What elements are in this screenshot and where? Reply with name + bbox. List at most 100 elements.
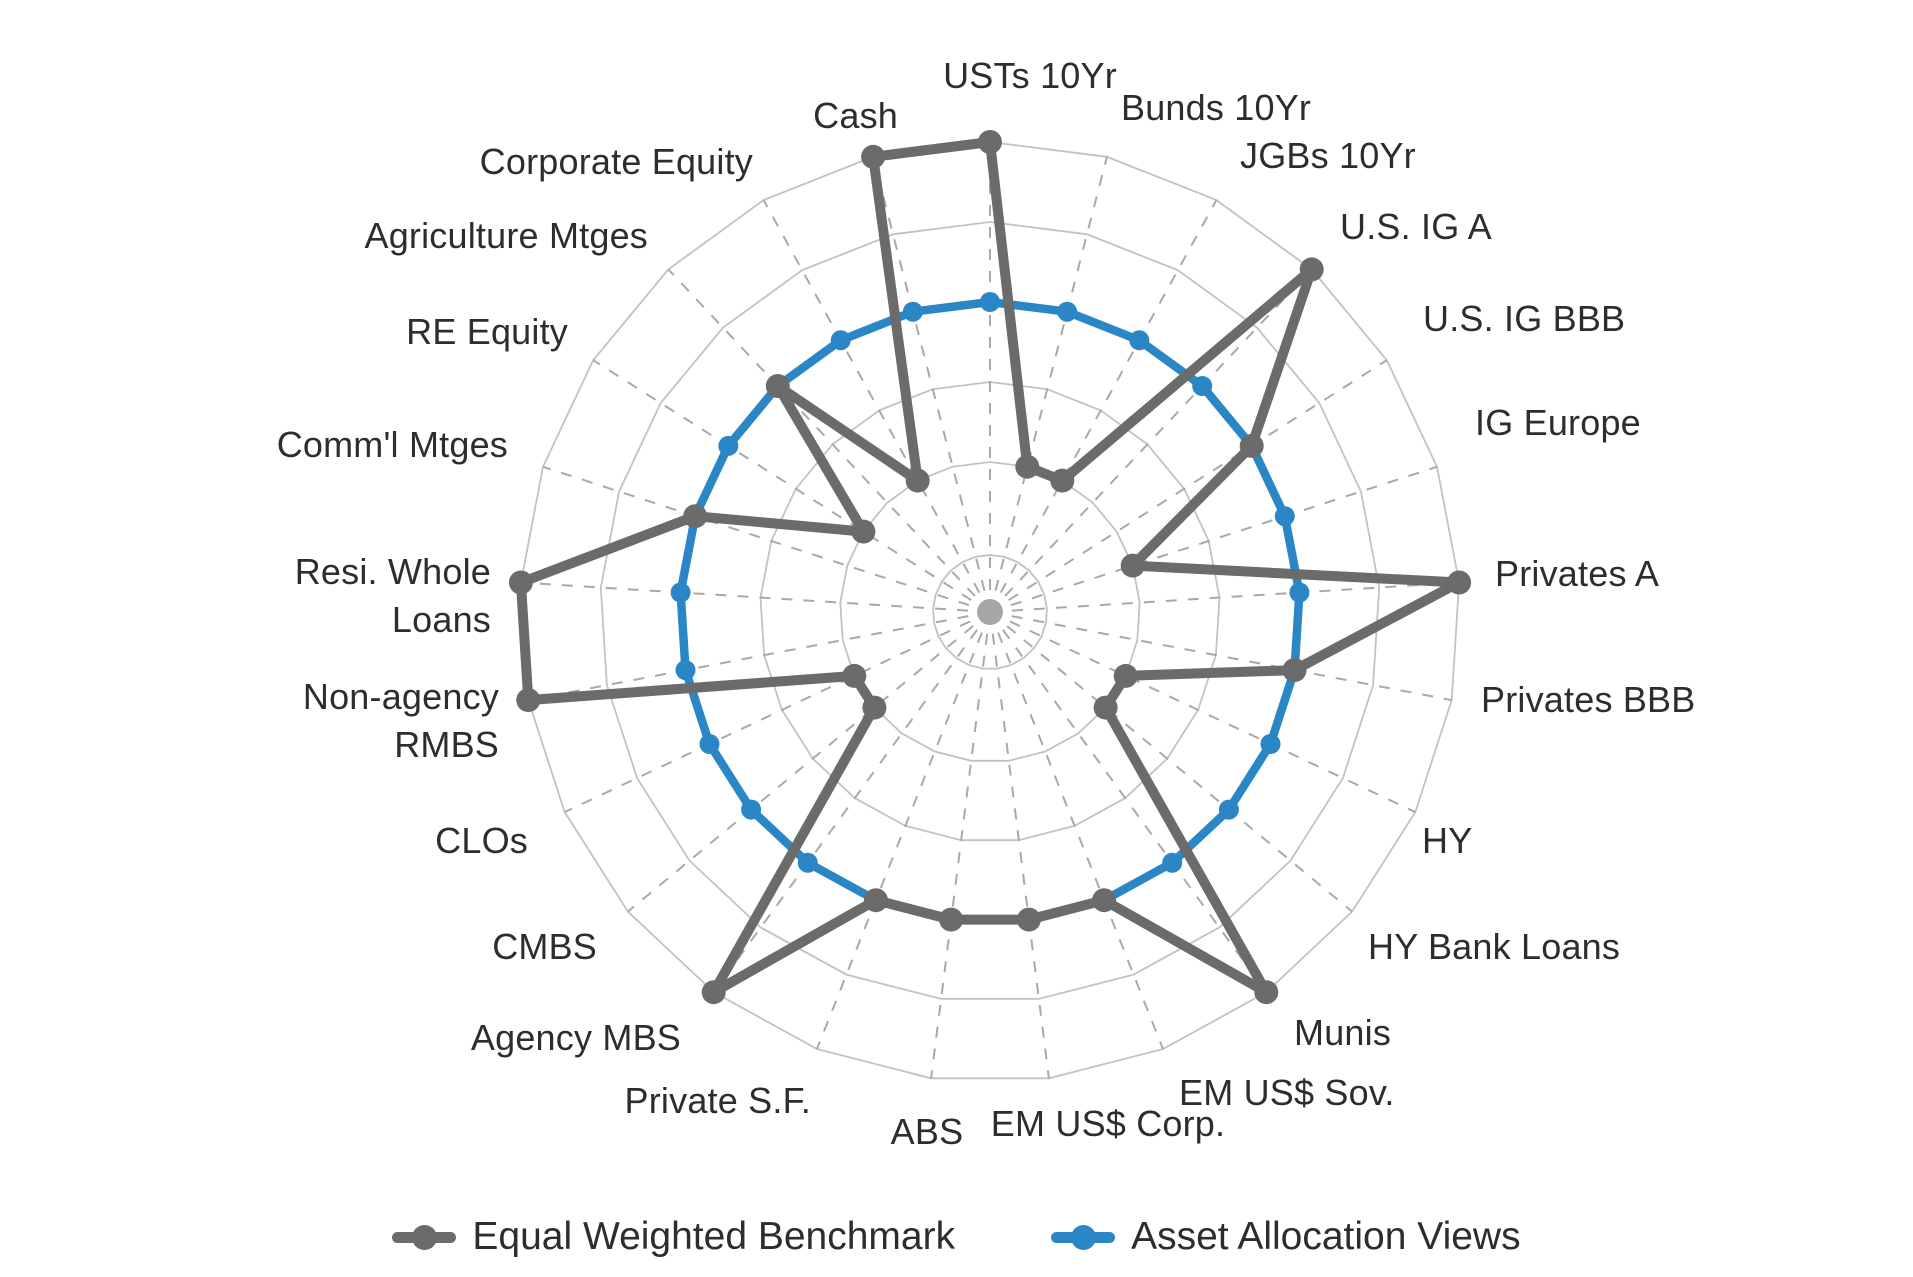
axis-label-agriculture-mtges: Agriculture Mtges xyxy=(364,215,648,256)
grid-spoke-cmbs xyxy=(627,625,974,913)
axis-label-ig-europe: IG Europe xyxy=(1475,402,1641,443)
grid-spokes xyxy=(520,142,1460,1079)
series-point-resi-whole-loans xyxy=(508,570,533,595)
series-point-ig-europe xyxy=(1274,506,1295,527)
series-point-usts-10yr xyxy=(978,130,1002,154)
grid-ring-1 xyxy=(932,554,1048,670)
grid-spoke-u-s-ig-bbb xyxy=(1008,359,1388,602)
center-dot xyxy=(977,599,1003,625)
grid-spoke-em-us-sov xyxy=(997,632,1164,1050)
axis-label-u-s-ig-bbb: U.S. IG BBB xyxy=(1423,298,1625,339)
series-point-corporate-equity xyxy=(905,468,930,493)
series-point-hy-bank-loans xyxy=(1093,695,1118,720)
series-point-cash xyxy=(902,301,923,322)
legend-label-views: Asset Allocation Views xyxy=(1131,1215,1521,1258)
grid-spoke-hy-bank-loans xyxy=(1006,625,1353,913)
series-point-non-agency-rmbs xyxy=(675,660,696,681)
grid-spoke-agency-mbs xyxy=(712,629,978,993)
series-point-cmbs xyxy=(741,799,762,820)
axis-label-resi-whole-loans: Resi. Whole Loans xyxy=(295,551,491,640)
views-line-marker-icon xyxy=(1051,1224,1116,1250)
grid-spoke-em-us-corp xyxy=(991,633,1050,1079)
grid-spoke-non-agency-rmbs xyxy=(528,615,969,702)
grid-spoke-corporate-equity xyxy=(762,199,981,594)
axis-label-munis: Munis xyxy=(1294,1012,1391,1053)
series-point-u-s-ig-a xyxy=(1192,376,1213,396)
grid-spoke-private-s-f xyxy=(816,632,983,1050)
axis-label-private-s-f: Private S.F. xyxy=(625,1080,811,1121)
axis-label-jgbs-10yr: JGBs 10Yr xyxy=(1240,135,1416,176)
grid-spoke-cash xyxy=(872,156,986,591)
grid-spoke-jgbs-10yr xyxy=(999,199,1218,594)
series-point-bunds-10yr xyxy=(1015,454,1040,479)
series-point-munis xyxy=(1254,980,1279,1005)
grid-spoke-comm-l-mtges xyxy=(542,465,970,607)
chart-legend: Equal Weighted Benchmark Asset Allocatio… xyxy=(0,1215,1913,1259)
grid-ring-3 xyxy=(759,381,1221,842)
axis-label-cmbs: CMBS xyxy=(492,926,597,967)
axis-label-bunds-10yr: Bunds 10Yr xyxy=(1121,87,1311,128)
series-point-jgbs-10yr xyxy=(1050,468,1075,493)
grid-spoke-hy xyxy=(1009,620,1416,814)
legend-item-views: Asset Allocation Views xyxy=(1051,1215,1521,1259)
axis-label-privates-a: Privates A xyxy=(1495,553,1659,594)
series-point-abs xyxy=(939,907,964,932)
series-point-u-s-ig-a xyxy=(1299,257,1324,282)
series-point-agency-mbs xyxy=(797,852,818,873)
grid-spoke-u-s-ig-a xyxy=(1004,268,1313,597)
series-point-hy xyxy=(1260,734,1281,754)
series-point-private-s-f xyxy=(863,888,888,913)
series-point-hy xyxy=(1113,663,1138,688)
benchmark-line-marker-icon xyxy=(392,1224,457,1250)
series-point-privates-a xyxy=(1447,570,1472,595)
grid-spoke-resi-whole-loans xyxy=(520,581,969,612)
grid-spoke-bunds-10yr xyxy=(994,156,1108,591)
axis-label-re-equity: RE Equity xyxy=(406,311,568,352)
series-point-comm-l-mtges xyxy=(683,504,708,529)
grid-spoke-abs xyxy=(930,633,989,1079)
legend-item-benchmark: Equal Weighted Benchmark xyxy=(392,1215,955,1259)
series-point-re-equity xyxy=(851,519,876,544)
series-point-u-s-ig-bbb xyxy=(1239,433,1264,458)
series-point-usts-10yr xyxy=(980,292,1000,312)
grid-spoke-munis xyxy=(1002,629,1268,993)
series-point-non-agency-rmbs xyxy=(516,688,541,713)
series-point-resi-whole-loans xyxy=(670,582,691,603)
series-equal-weighted-benchmark xyxy=(508,130,1472,1005)
series-point-re-equity xyxy=(718,435,739,456)
series-point-corporate-equity xyxy=(830,330,851,351)
axis-label-comm-l-mtges: Comm'l Mtges xyxy=(277,424,508,465)
series-point-em-us-corp xyxy=(1016,907,1041,932)
grid-spoke-privates-bbb xyxy=(1011,615,1452,702)
series-point-bunds-10yr xyxy=(1057,301,1078,322)
axis-label-corporate-equity: Corporate Equity xyxy=(480,141,753,182)
grid-spoke-agriculture-mtges xyxy=(667,268,976,597)
axis-label-hy: HY xyxy=(1422,820,1472,861)
series-line-equal-weighted-benchmark xyxy=(515,137,1465,998)
axis-label-abs: ABS xyxy=(891,1111,964,1152)
axis-label-cash: Cash xyxy=(813,95,898,136)
series-point-agriculture-mtges xyxy=(765,374,790,398)
series-point-hy-bank-loans xyxy=(1218,799,1239,820)
grid-ring-5 xyxy=(599,221,1381,1000)
series-point-clos xyxy=(842,663,867,688)
axis-label-privates-bbb: Privates BBB xyxy=(1481,679,1695,720)
axis-label-usts-10yr: USTs 10Yr xyxy=(943,55,1117,96)
series-point-jgbs-10yr xyxy=(1129,330,1150,351)
series-point-clos xyxy=(699,734,720,754)
legend-label-benchmark: Equal Weighted Benchmark xyxy=(472,1215,956,1258)
axis-label-agency-mbs: Agency MBS xyxy=(471,1017,681,1058)
axis-label-u-s-ig-a: U.S. IG A xyxy=(1340,206,1492,247)
grid-ring-6 xyxy=(519,141,1461,1080)
series-point-em-us-sov xyxy=(1092,888,1117,913)
grid-spoke-re-equity xyxy=(592,359,972,602)
axis-label-hy-bank-loans: HY Bank Loans xyxy=(1368,926,1620,967)
series-point-privates-bbb xyxy=(1282,658,1307,683)
series-point-cash xyxy=(861,144,886,169)
grid-spoke-clos xyxy=(564,620,971,814)
axis-label-non-agency-rmbs: Non-agency RMBS xyxy=(303,676,499,765)
grid-spoke-ig-europe xyxy=(1010,465,1438,607)
